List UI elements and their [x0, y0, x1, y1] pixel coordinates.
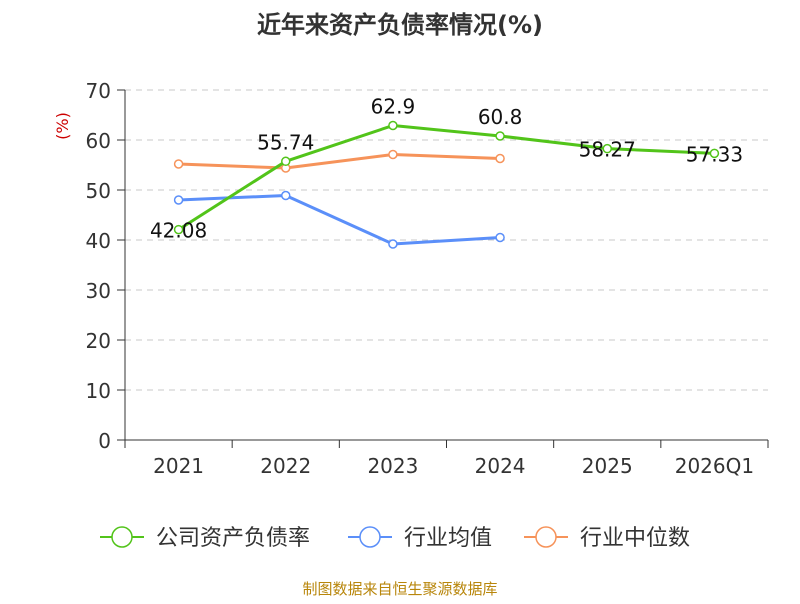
x-tick-label: 2025	[582, 454, 633, 478]
legend-item[interactable]: 行业中位数	[524, 526, 690, 551]
y-tick-label: 30	[86, 279, 111, 303]
y-tick-label: 10	[86, 379, 111, 403]
axes: 0 10 20 30 40 50 60 70 2021 2022 2023 2024 2025 2026Q…	[86, 79, 769, 478]
data-point[interactable]	[388, 120, 398, 131]
data-point[interactable]	[281, 156, 291, 167]
legend-label: 行业中位数	[580, 526, 690, 551]
data-point[interactable]	[709, 148, 720, 159]
y-tick-label: 50	[86, 179, 111, 203]
data-label: 62.9	[371, 95, 416, 119]
data-point[interactable]	[602, 143, 612, 154]
legend-label: 公司资产负债率	[156, 526, 310, 551]
data-point[interactable]	[281, 190, 291, 201]
series-layer	[173, 120, 720, 249]
legend-swatch-marker	[111, 526, 133, 548]
data-label: 58.27	[579, 138, 636, 162]
data-point[interactable]	[173, 159, 184, 169]
series-line	[177, 124, 715, 231]
legend[interactable]: 公司资产负债率 行业均值 行业中位数	[100, 526, 690, 551]
x-tick-label: 2022	[260, 454, 311, 478]
source-note: 制图数据来自恒生聚源数据库	[302, 580, 497, 598]
legend-item[interactable]: 行业均值	[348, 526, 492, 551]
series-0	[173, 120, 720, 235]
y-axis-label: (%)	[53, 112, 72, 140]
x-tick-label: 2023	[367, 454, 418, 478]
y-tick-label: 0	[98, 429, 111, 453]
data-label: 42.08	[150, 219, 207, 243]
series-1	[173, 190, 505, 249]
data-point[interactable]	[495, 131, 505, 141]
legend-item[interactable]: 公司资产负债率	[100, 526, 310, 551]
y-tick-label: 40	[86, 229, 111, 253]
x-tick-label: 2024	[475, 454, 526, 478]
legend-swatch-marker	[359, 526, 381, 548]
x-tick-label: 2026Q1	[675, 454, 754, 478]
series-line	[178, 153, 501, 170]
series-2	[173, 149, 505, 173]
series-line	[178, 194, 501, 246]
y-tick-label: 70	[86, 79, 111, 103]
x-tick-label: 2021	[153, 454, 204, 478]
y-tick-label: 60	[86, 129, 111, 153]
data-point[interactable]	[495, 153, 505, 164]
data-point[interactable]	[173, 224, 184, 235]
data-label: 55.74	[257, 130, 314, 154]
chart-title: 近年来资产负债率情况(%)	[257, 11, 543, 39]
data-point[interactable]	[495, 232, 505, 243]
data-label: 57.33	[686, 142, 743, 166]
data-point[interactable]	[173, 195, 184, 205]
data-point[interactable]	[388, 239, 398, 249]
data-label: 60.8	[478, 105, 523, 129]
data-point[interactable]	[388, 149, 398, 160]
y-tick-label: 20	[86, 329, 111, 353]
legend-label: 行业均值	[404, 526, 492, 551]
legend-swatch-marker	[535, 526, 557, 548]
data-labels: 42.08 55.74 62.9 60.8 58.27 57.33	[150, 95, 743, 243]
